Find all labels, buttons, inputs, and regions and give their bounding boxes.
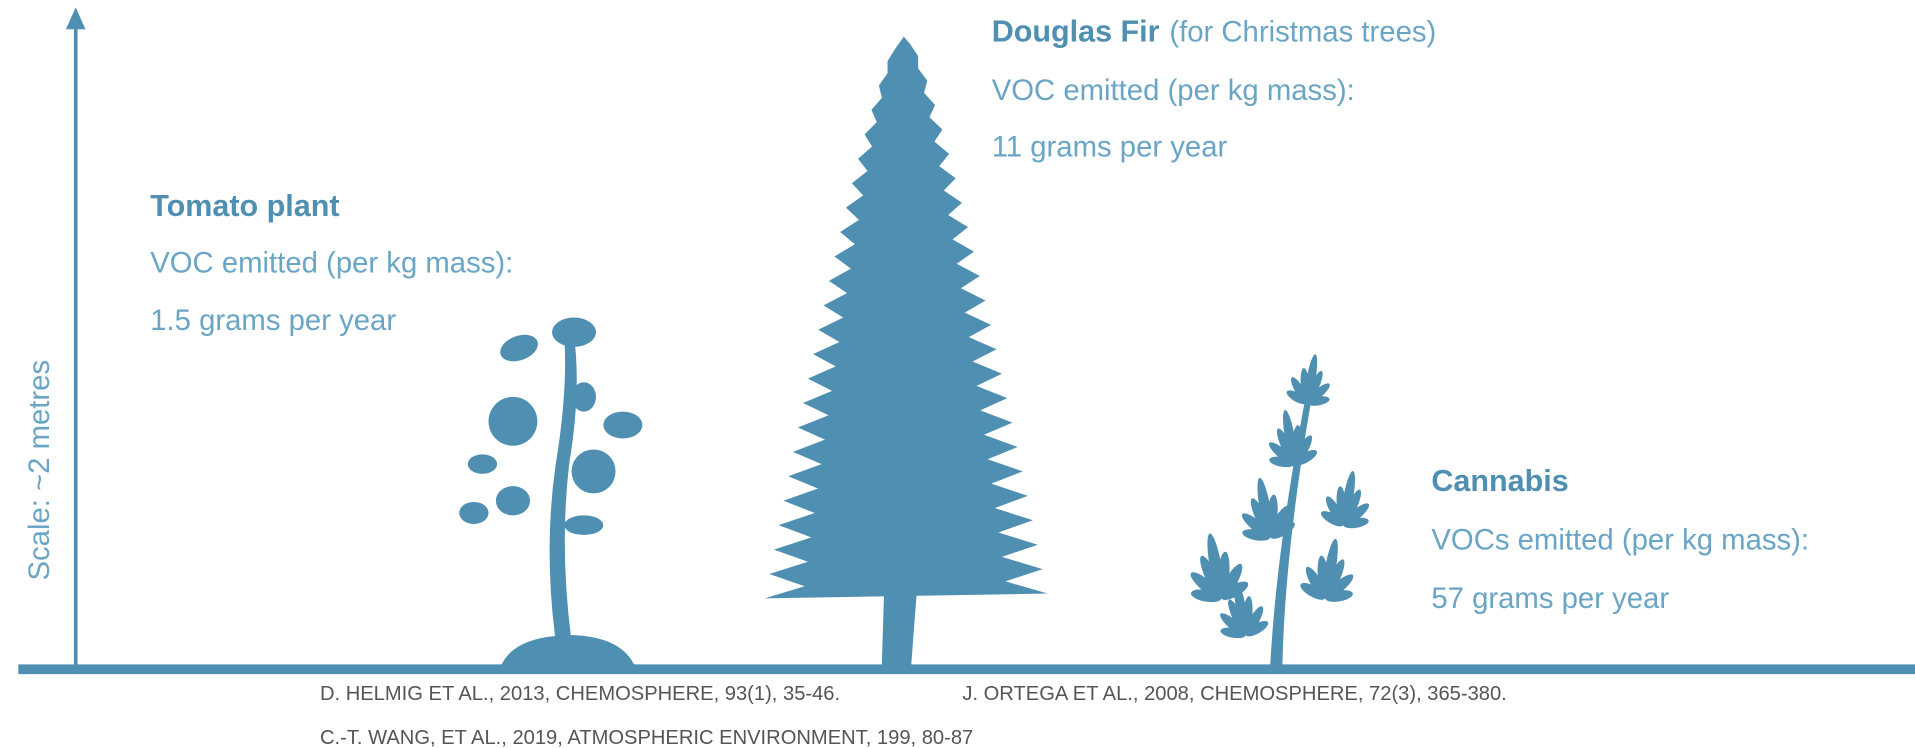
fir-crown xyxy=(764,36,1048,599)
cannabis-leaflet xyxy=(1343,517,1369,529)
cannabis-leaflet xyxy=(1293,435,1313,465)
cannabis-leaflet xyxy=(1305,371,1323,404)
cannabis-leaflet xyxy=(1244,606,1264,636)
cannabis-leaflet xyxy=(1269,521,1295,539)
axis-label: Scale: ~2 metres xyxy=(23,360,56,581)
plant-line: 1.5 grams per year xyxy=(150,304,396,337)
cannabis-leaflet xyxy=(1245,620,1269,637)
plant-line: 57 grams per year xyxy=(1431,582,1669,615)
cannabis-leaflet xyxy=(1323,559,1345,599)
plant-line: VOCs emitted (per kg mass): xyxy=(1431,524,1809,557)
citation: C.-T. WANG, ET AL., 2019, ATMOSPHERIC EN… xyxy=(320,727,973,748)
cannabis-leaflet xyxy=(1294,450,1318,466)
ground-line xyxy=(18,664,1915,675)
plant-name: Tomato plant xyxy=(150,189,339,223)
plant-line: 11 grams per year xyxy=(992,130,1228,163)
plant-name: Cannabis xyxy=(1431,464,1568,498)
plant-line: VOC emitted (per kg mass): xyxy=(150,246,513,279)
plant-name: Douglas Fir xyxy=(992,15,1160,49)
cannabis-leaflet xyxy=(1325,590,1353,602)
cannabis-leaflet xyxy=(1306,396,1330,406)
fir-silhouette xyxy=(764,36,1048,667)
plant-heading: Douglas Fir (for Christmas trees) xyxy=(992,15,1437,49)
cannabis-leaflet xyxy=(1220,563,1243,599)
tomato-silhouette xyxy=(459,317,643,667)
content: Scale: ~2 metres Tomato plant VOC emitte… xyxy=(18,7,1915,748)
axis-arrow xyxy=(65,7,86,30)
plant-note: (for Christmas trees) xyxy=(1169,16,1436,49)
citation: D. HELMIG ET AL., 2013, CHEMOSPHERE, 93(… xyxy=(320,683,840,705)
plant-line: VOC emitted (per kg mass): xyxy=(992,74,1355,107)
cannabis-silhouette xyxy=(1190,354,1370,667)
cannabis-leaflet xyxy=(1342,489,1362,526)
cannabis-leaflet xyxy=(1269,505,1290,538)
citation: J. ORTEGA ET AL., 2008, CHEMOSPHERE, 72(… xyxy=(962,683,1506,705)
